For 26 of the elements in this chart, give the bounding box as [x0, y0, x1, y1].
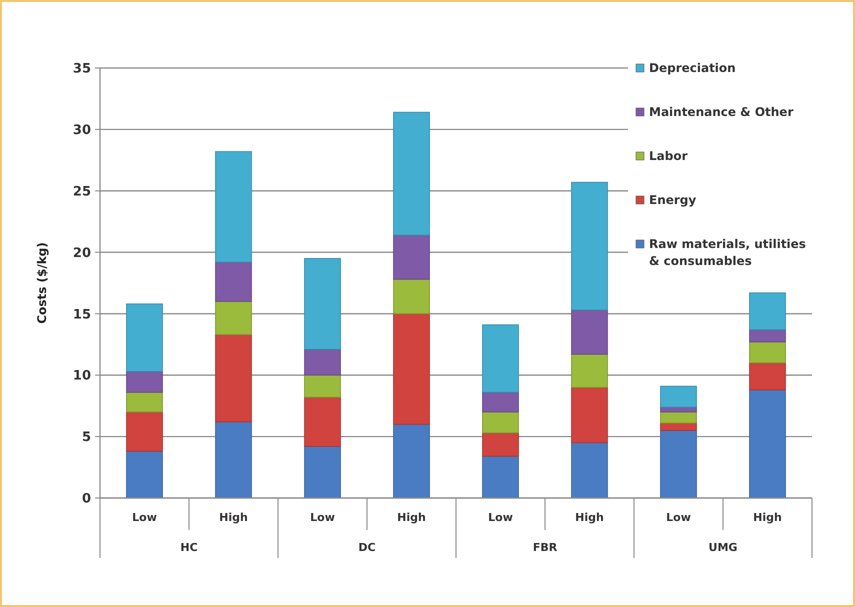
text: HC	[180, 541, 198, 554]
x-tick-label: Low	[310, 511, 335, 524]
y-tick-label: 10	[72, 368, 91, 384]
legend-label: Maintenance & Other	[649, 105, 794, 120]
legend-label: Labor	[649, 149, 688, 164]
y-tick-label: 5	[82, 430, 91, 446]
x-tick-label: High	[397, 511, 426, 524]
text: FBR	[532, 541, 558, 554]
x-tick-label: High	[575, 511, 604, 524]
y-tick-label: 15	[72, 307, 91, 322]
x-tick-label: Low	[666, 511, 691, 524]
y-tick-label: 30	[72, 122, 91, 138]
legend-label: Depreciation	[649, 61, 736, 76]
x-tick-label: High	[753, 511, 782, 524]
y-tick-label: 25	[72, 184, 91, 200]
y-tick-label: 0	[82, 492, 91, 507]
legend-label: Raw materials, utilities & consumables	[649, 237, 806, 268]
legend-label: Energy	[649, 193, 696, 208]
y-axis-title: Costs ($/kg)	[35, 242, 49, 324]
x-tick-label: Low	[132, 511, 157, 524]
text: UMG	[708, 541, 738, 554]
x-tick-label: Low	[488, 511, 513, 524]
x-tick-label: High	[219, 511, 248, 524]
y-tick-label: 20	[72, 246, 91, 261]
y-tick-label: 35	[72, 62, 91, 77]
text: DC	[358, 541, 376, 554]
